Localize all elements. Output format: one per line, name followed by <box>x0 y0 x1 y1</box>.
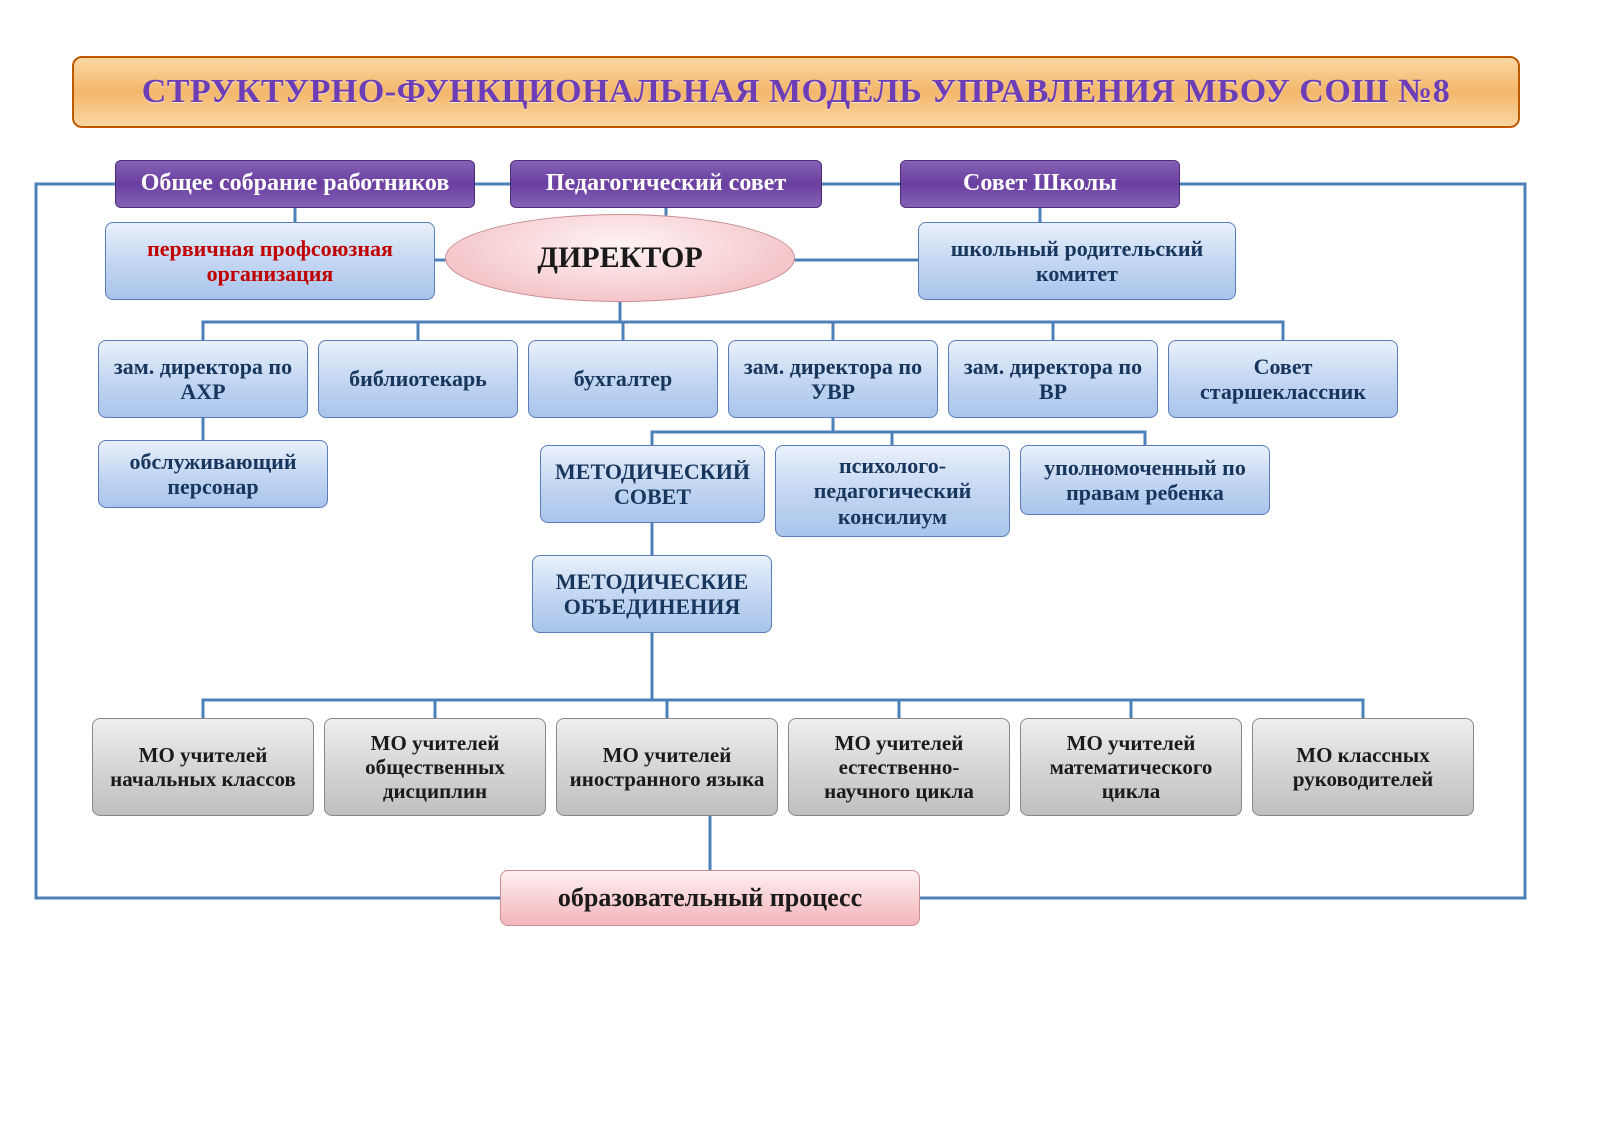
node-edu-process: образовательный процесс <box>500 870 920 926</box>
node-school-council: Совет Школы <box>900 160 1180 208</box>
node-mo-math: МО учителей математического цикла <box>1020 718 1242 816</box>
node-mo-primary: МО учителей начальных классов <box>92 718 314 816</box>
node-mo-social: МО учителей общественных дисциплин <box>324 718 546 816</box>
node-union: первичная профсоюзная организация <box>105 222 435 300</box>
node-dep-ahr: зам. директора по АХР <box>98 340 308 418</box>
node-mo-class: МО классных руководителей <box>1252 718 1474 816</box>
node-method-union: МЕТОДИЧЕСКИЕ ОБЪЕДИНЕНИЯ <box>532 555 772 633</box>
node-assembly: Общее собрание работников <box>115 160 475 208</box>
node-psycho-council: психолого-педагогический консилиум <box>775 445 1010 537</box>
node-accountant: бухгалтер <box>528 340 718 418</box>
title-box: СТРУКТУРНО-ФУНКЦИОНАЛЬНАЯ МОДЕЛЬ УПРАВЛЕ… <box>72 56 1520 128</box>
node-parents: школьный родительский комитет <box>918 222 1236 300</box>
node-senior-council: Совет старшеклассник <box>1168 340 1398 418</box>
node-service-staff: обслуживающий персонар <box>98 440 328 508</box>
node-mo-science: МО учителей естественно-научного цикла <box>788 718 1010 816</box>
node-director: ДИРЕКТОР <box>445 214 795 302</box>
node-ped-council: Педагогический совет <box>510 160 822 208</box>
node-method-council: МЕТОДИЧЕСКИЙ СОВЕТ <box>540 445 765 523</box>
org-chart-canvas: СТРУКТУРНО-ФУНКЦИОНАЛЬНАЯ МОДЕЛЬ УПРАВЛЕ… <box>0 0 1600 1131</box>
node-dep-vr: зам. директора по ВР <box>948 340 1158 418</box>
node-dep-uvr: зам. директора по УВР <box>728 340 938 418</box>
node-mo-foreign: МО учителей иностранного языка <box>556 718 778 816</box>
node-librarian: библиотекарь <box>318 340 518 418</box>
node-child-rights: уполномоченный по правам ребенка <box>1020 445 1270 515</box>
